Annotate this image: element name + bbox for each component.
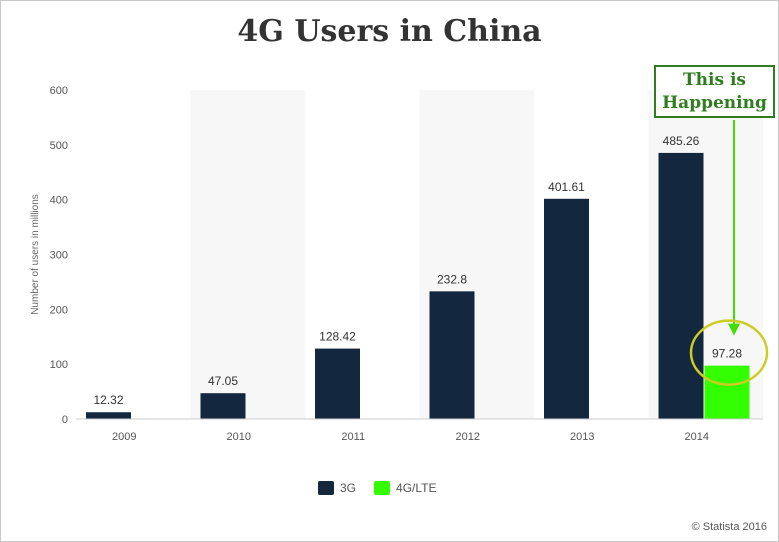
- data-label: 401.61: [548, 180, 585, 194]
- data-label: 485.26: [663, 134, 700, 148]
- bar-3g-2009: [86, 412, 131, 419]
- data-label: 97.28: [712, 347, 742, 361]
- chart-title: 4G Users in China: [237, 14, 542, 49]
- legend-item-3g[interactable]: 3G: [318, 481, 356, 495]
- x-tick-label: 2011: [341, 431, 365, 443]
- legend-item-4g[interactable]: 4G/LTE: [374, 481, 436, 495]
- credit: © Statista 2016: [691, 521, 767, 533]
- data-label: 12.32: [93, 393, 123, 407]
- x-tick-label: 2013: [570, 431, 594, 443]
- legend-label-4g: 4G/LTE: [396, 481, 437, 495]
- x-tick-label: 2014: [685, 431, 709, 443]
- legend-swatch-3g: [318, 481, 334, 495]
- bar-3g-2011: [315, 348, 360, 419]
- x-tick-label: 2009: [112, 431, 136, 443]
- callout-line-1: This is: [683, 70, 746, 90]
- y-axis-label: Number of users in millions: [30, 194, 41, 315]
- bars: 12.32 47.05 128.42 232.8 401.61 485.26 97.28: [86, 134, 750, 419]
- y-tick-label: 400: [50, 195, 68, 207]
- legend-swatch-4g: [374, 481, 391, 495]
- bar-3g-2012: [429, 291, 475, 419]
- y-tick-label: 200: [50, 304, 68, 316]
- data-label: 232.8: [437, 272, 467, 286]
- y-tick-label: 0: [62, 414, 68, 426]
- y-axis: 0 100 200 300 400 500 600 Number of users in mi…: [30, 85, 68, 426]
- column-band: [190, 90, 305, 419]
- y-tick-label: 300: [50, 250, 68, 262]
- highlight-circle: [689, 319, 769, 386]
- y-tick-label: 600: [50, 85, 68, 97]
- y-tick-label: 100: [50, 359, 68, 371]
- data-label: 47.05: [208, 374, 238, 388]
- x-axis: 2009 2010 2011 2012 2013 2014: [76, 418, 763, 443]
- callout-line-2: Happening: [662, 93, 767, 113]
- bar-3g-2014: [658, 152, 704, 419]
- annotation-arrowhead: [728, 323, 740, 336]
- bar-3g-2013: [544, 198, 589, 419]
- legend-label-3g: 3G: [340, 481, 357, 495]
- x-tick-label: 2010: [227, 431, 251, 443]
- bar-4glte-2014: [704, 365, 750, 419]
- callout-box: This is Happening: [654, 65, 775, 118]
- bar-3g-2010: [200, 393, 246, 419]
- x-tick-label: 2012: [456, 431, 480, 443]
- y-tick-label: 500: [50, 140, 68, 152]
- data-label: 128.42: [319, 330, 356, 344]
- legend: 3G 4G/LTE: [318, 481, 454, 495]
- annotation: [689, 120, 769, 386]
